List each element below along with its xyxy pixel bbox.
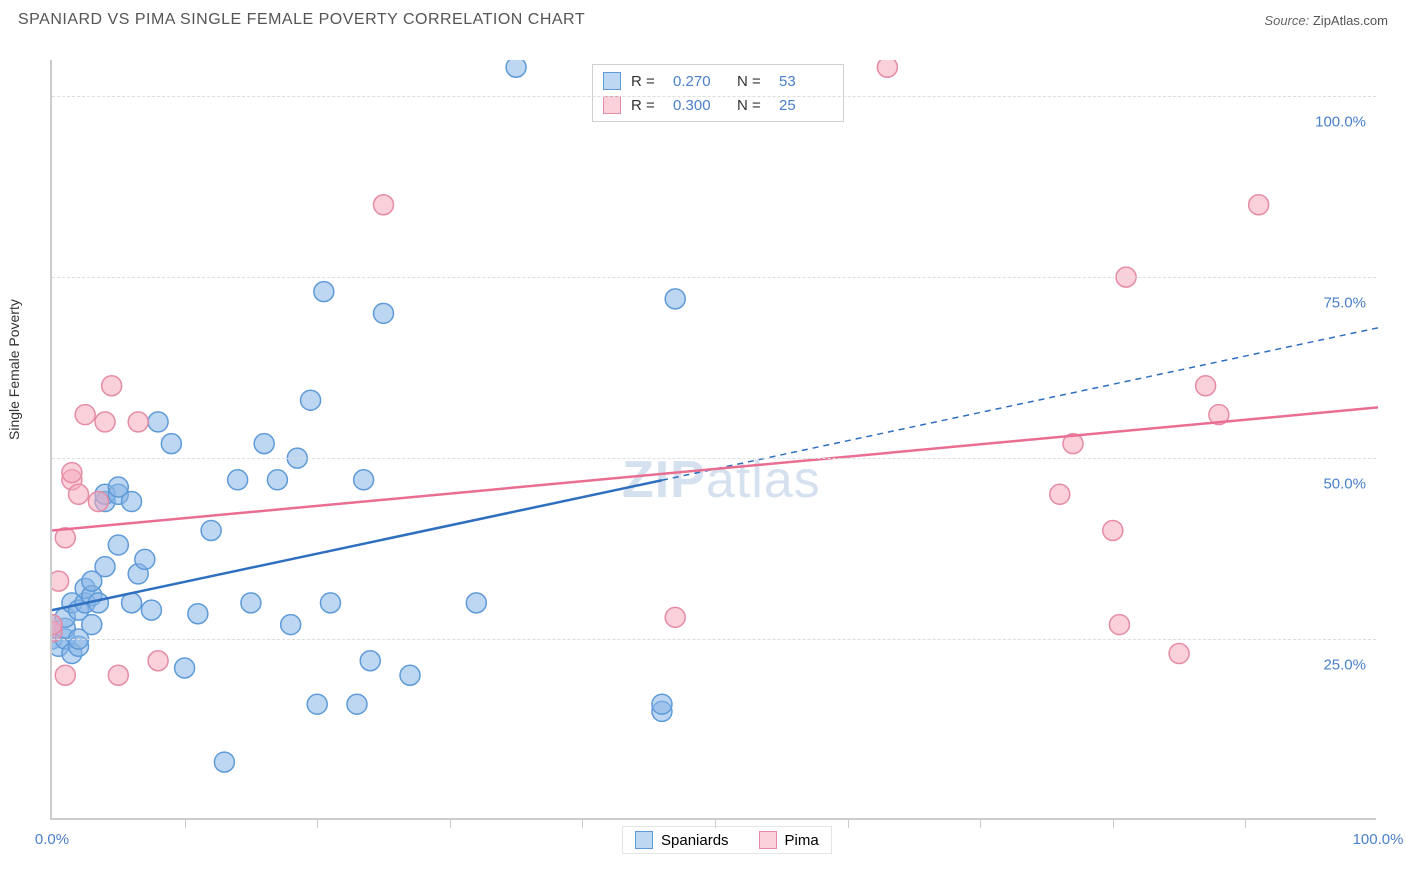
r-label: R = [631, 73, 663, 90]
n-label: N = [737, 97, 769, 114]
legend-series: Spaniards Pima [622, 826, 832, 854]
gridline [52, 458, 1376, 459]
legend-item-pima: Pima [759, 831, 819, 849]
data-point [374, 195, 394, 215]
x-tick [715, 818, 716, 828]
data-point [281, 615, 301, 635]
data-point [214, 752, 234, 772]
data-point [52, 571, 69, 591]
swatch-spaniards [603, 72, 621, 90]
regression-line [52, 480, 662, 610]
chart-header: SPANIARD VS PIMA SINGLE FEMALE POVERTY C… [0, 0, 1406, 40]
data-point [148, 651, 168, 671]
data-point [108, 665, 128, 685]
x-tick [317, 818, 318, 828]
data-point [360, 651, 380, 671]
legend-stats: R = 0.270 N = 53 R = 0.300 N = 25 [592, 64, 844, 122]
swatch-pima [759, 831, 777, 849]
data-point [1103, 520, 1123, 540]
data-point [55, 665, 75, 685]
data-point [188, 604, 208, 624]
legend-item-spaniards: Spaniards [635, 831, 729, 849]
data-point [82, 615, 102, 635]
data-point [301, 390, 321, 410]
data-point [314, 282, 334, 302]
x-tick [980, 818, 981, 828]
data-point [148, 412, 168, 432]
y-tick-label: 75.0% [1323, 295, 1366, 312]
data-point [400, 665, 420, 685]
data-point [88, 492, 108, 512]
x-tick [848, 818, 849, 828]
data-point [347, 694, 367, 714]
x-tick [450, 818, 451, 828]
data-point [128, 412, 148, 432]
data-point [466, 593, 486, 613]
data-point [201, 520, 221, 540]
x-tick-label: 0.0% [35, 831, 69, 848]
data-point [665, 289, 685, 309]
data-point [354, 470, 374, 490]
y-tick-label: 25.0% [1323, 657, 1366, 674]
x-tick [1245, 818, 1246, 828]
data-point [241, 593, 261, 613]
n-label: N = [737, 73, 769, 90]
data-point [75, 405, 95, 425]
x-tick-label: 100.0% [1353, 831, 1404, 848]
gridline [52, 639, 1376, 640]
scatter-chart [52, 60, 1378, 820]
data-point [141, 600, 161, 620]
data-point [877, 60, 897, 77]
data-point [374, 303, 394, 323]
swatch-spaniards [635, 831, 653, 849]
n-value-pima: 25 [779, 97, 833, 114]
r-value-pima: 0.300 [673, 97, 727, 114]
r-value-spaniards: 0.270 [673, 73, 727, 90]
source: Source: ZipAtlas.com [1264, 13, 1388, 28]
x-tick [185, 818, 186, 828]
data-point [665, 607, 685, 627]
gridline [52, 96, 1376, 97]
x-tick [1113, 818, 1114, 828]
regression-line [52, 407, 1378, 530]
data-point [122, 492, 142, 512]
data-point [95, 412, 115, 432]
legend-label-spaniards: Spaniards [661, 832, 729, 849]
legend-stats-row-spaniards: R = 0.270 N = 53 [603, 69, 833, 93]
data-point [1196, 376, 1216, 396]
data-point [108, 535, 128, 555]
data-point [1249, 195, 1269, 215]
data-point [506, 60, 526, 77]
data-point [267, 470, 287, 490]
data-point [1169, 644, 1189, 664]
data-point [69, 484, 89, 504]
data-point [62, 463, 82, 483]
y-tick-label: 100.0% [1315, 114, 1366, 131]
source-value: ZipAtlas.com [1313, 13, 1388, 28]
gridline [52, 277, 1376, 278]
n-value-spaniards: 53 [779, 73, 833, 90]
data-point [320, 593, 340, 613]
data-point [161, 434, 181, 454]
chart-title: SPANIARD VS PIMA SINGLE FEMALE POVERTY C… [18, 11, 585, 29]
data-point [228, 470, 248, 490]
data-point [102, 376, 122, 396]
data-point [652, 694, 672, 714]
legend-label-pima: Pima [785, 832, 819, 849]
data-point [1109, 615, 1129, 635]
y-tick-label: 50.0% [1323, 476, 1366, 493]
plot-area: ZIPatlas R = 0.270 N = 53 R = 0.300 N = … [50, 60, 1376, 820]
data-point [95, 557, 115, 577]
r-label: R = [631, 97, 663, 114]
source-label: Source: [1264, 13, 1309, 28]
x-tick [582, 818, 583, 828]
y-axis-label: Single Female Poverty [6, 299, 22, 440]
data-point [175, 658, 195, 678]
data-point [254, 434, 274, 454]
data-point [307, 694, 327, 714]
data-point [1050, 484, 1070, 504]
data-point [135, 549, 155, 569]
swatch-pima [603, 96, 621, 114]
